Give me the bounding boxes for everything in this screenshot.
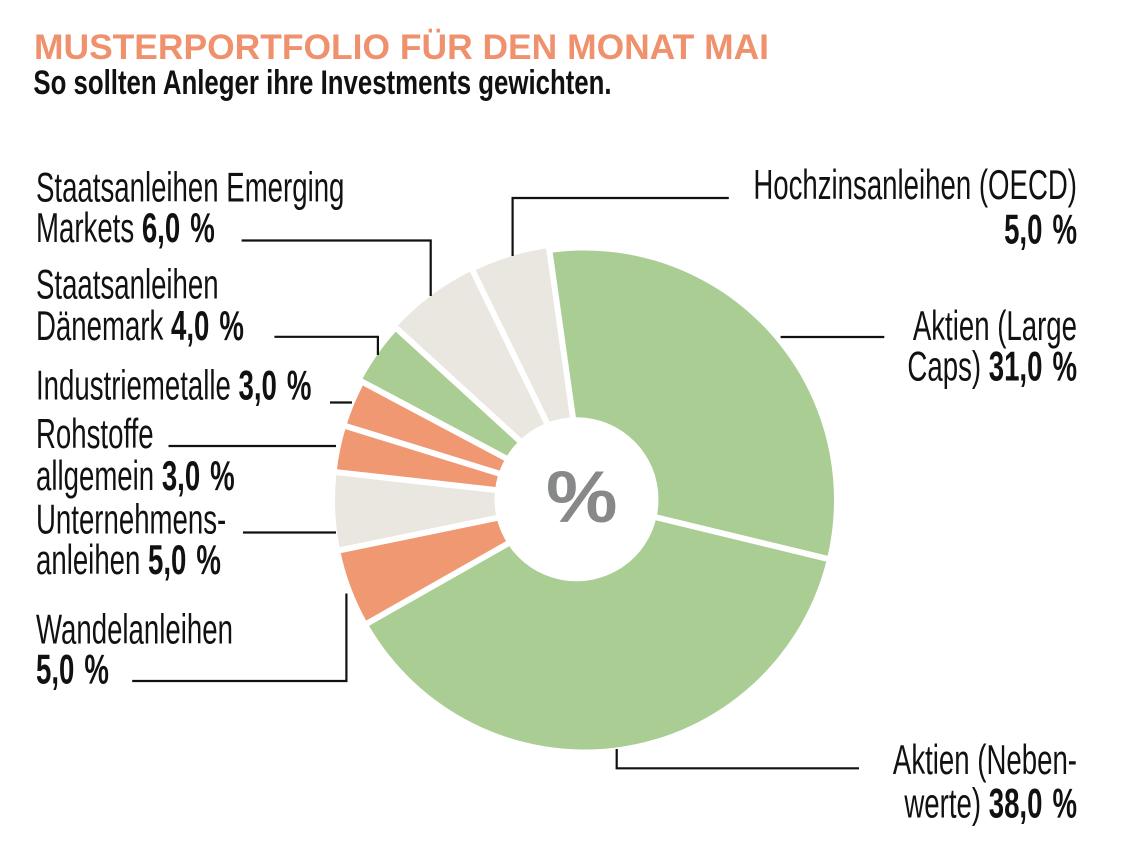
svg-text:So sollten Anleger ihre Invest: So sollten Anleger ihre Investments gewi… bbox=[33, 65, 611, 102]
svg-text:Markets 6,0 %: Markets 6,0 % bbox=[36, 206, 215, 252]
svg-text:5,0 %: 5,0 % bbox=[1004, 207, 1077, 253]
svg-text:5,0 %: 5,0 % bbox=[36, 647, 109, 693]
svg-text:werte) 38,0 %: werte) 38,0 % bbox=[904, 781, 1077, 827]
svg-text:Industriemetalle 3,0 %: Industriemetalle 3,0 % bbox=[36, 363, 311, 409]
svg-text:MUSTERPORTFOLIO FÜR DEN MONAT: MUSTERPORTFOLIO FÜR DEN MONAT MAI bbox=[34, 28, 769, 67]
svg-text:Hochzinsanleihen (OECD): Hochzinsanleihen (OECD) bbox=[753, 163, 1077, 209]
svg-text:Rohstoffe: Rohstoffe bbox=[36, 411, 154, 457]
svg-text:Aktien (Large: Aktien (Large bbox=[913, 304, 1077, 350]
svg-text:Staatsanleihen: Staatsanleihen bbox=[36, 262, 219, 308]
svg-text:Dänemark 4,0 %: Dänemark 4,0 % bbox=[36, 304, 244, 350]
svg-text:anleihen 5,0 %: anleihen 5,0 % bbox=[36, 537, 221, 583]
svg-text:%: % bbox=[546, 456, 617, 538]
svg-text:Caps) 31,0 %: Caps) 31,0 % bbox=[907, 344, 1077, 390]
svg-text:Aktien (Neben-: Aktien (Neben- bbox=[893, 738, 1077, 784]
svg-text:Wandelanleihen: Wandelanleihen bbox=[36, 607, 233, 653]
svg-text:allgemein 3,0 %: allgemein 3,0 % bbox=[36, 454, 235, 500]
svg-text:Staatsanleihen Emerging: Staatsanleihen Emerging bbox=[36, 165, 344, 211]
svg-text:Unternehmens-: Unternehmens- bbox=[36, 497, 226, 543]
